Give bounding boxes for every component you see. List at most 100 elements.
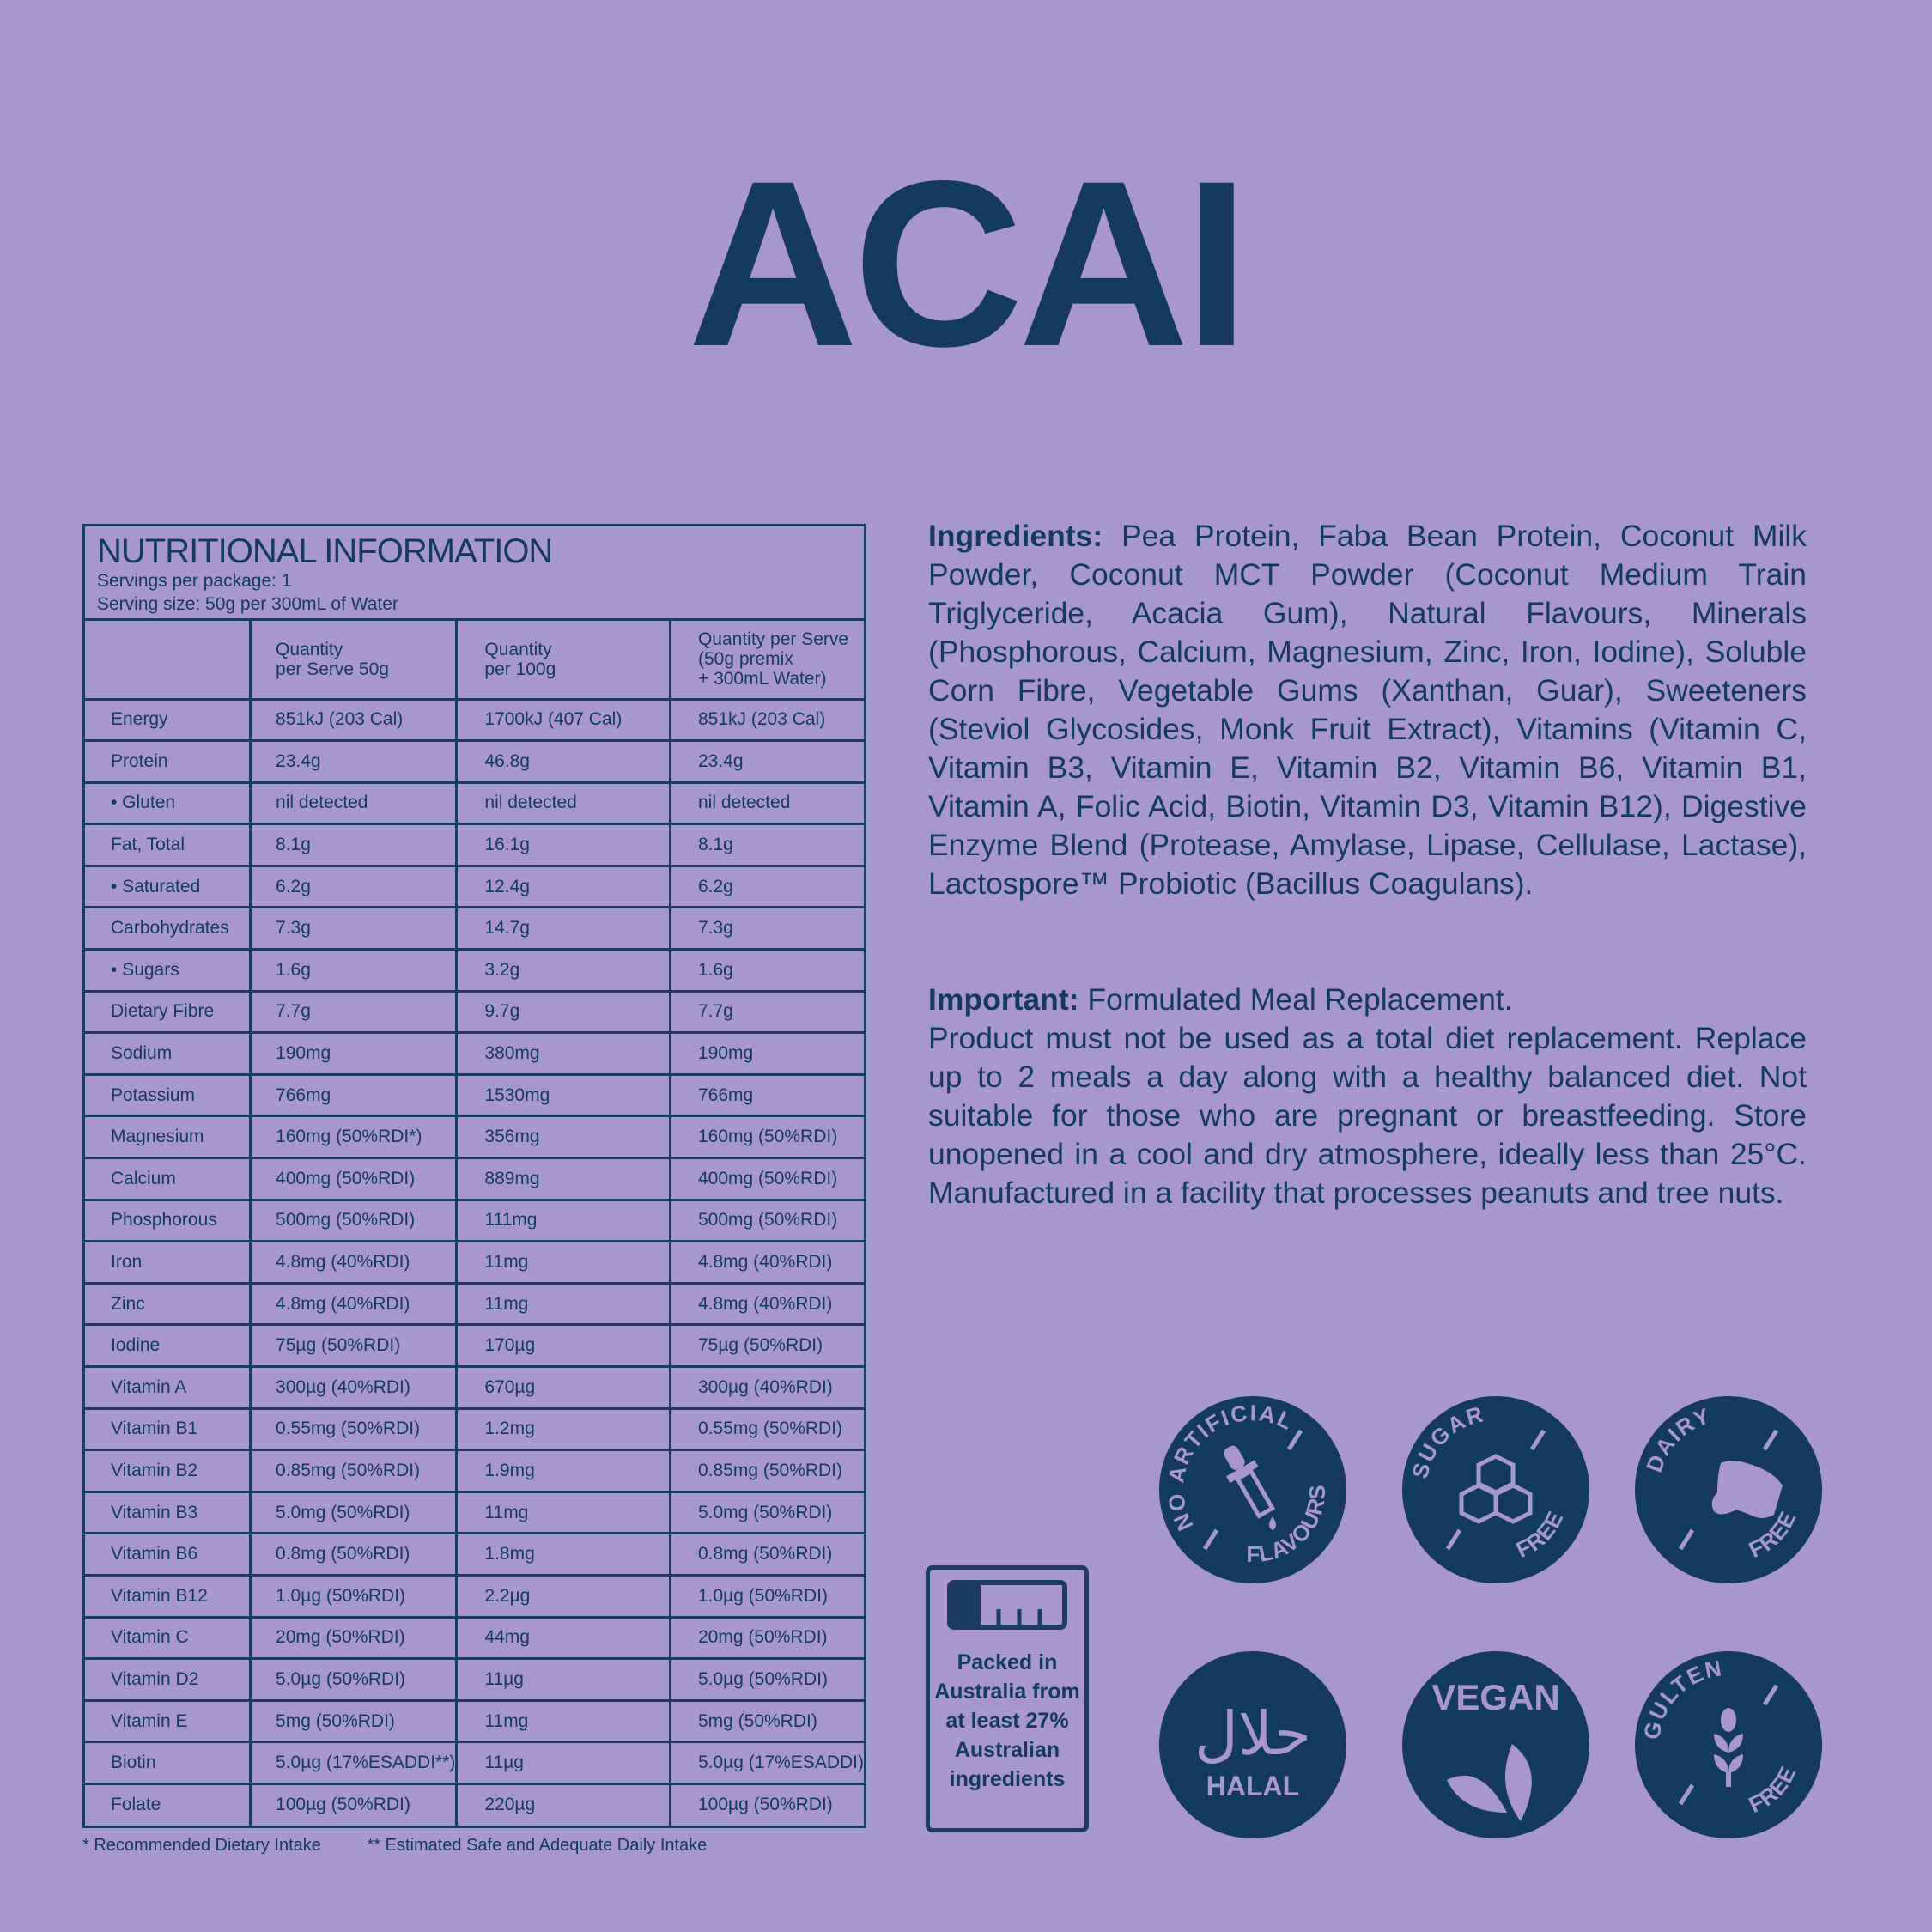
nutrient-name: Folate: [85, 1782, 252, 1826]
nutrient-name: • Sugars: [85, 948, 252, 993]
nutrient-name: • Gluten: [85, 781, 252, 826]
table-row: Fat, Total 8.1g 16.1g 8.1g: [85, 823, 864, 867]
sugar-cubes-icon: [1459, 1454, 1533, 1524]
table-row: Biotin 5.0µg (17%ESADDI**) 11µg 5.0µg (17%E…: [85, 1741, 864, 1785]
nutrient-value: 111mg: [455, 1198, 671, 1243]
nutrient-value: 220µg: [455, 1782, 671, 1826]
table-row: • Gluten nil detected nil detected nil dete…: [85, 781, 864, 826]
badge-gulten: GULTEN FREE: [1635, 1651, 1822, 1838]
table-row: Vitamin B6 0.8mg (50%RDI) 1.8mg 0.8mg (50%R…: [85, 1532, 864, 1577]
badge-no-artificial: NO ARTIFICIAL FLAVOURS: [1159, 1396, 1346, 1583]
table-row: Protein 23.4g 46.8g 23.4g: [85, 739, 864, 784]
nutrient-value: 11mg: [455, 1490, 671, 1535]
nutrition-table: Quantity per Serve 50g Quantity per 100g Q…: [85, 621, 864, 1826]
nutrient-value: 0.8mg (50%RDI): [668, 1532, 864, 1577]
nutrient-name: Protein: [85, 739, 252, 784]
nutrient-name: Vitamin C: [85, 1615, 252, 1661]
nutrient-value: 160mg (50%RDI): [668, 1115, 864, 1160]
table-row: Vitamin B3 5.0mg (50%RDI) 11mg 5.0mg (50%RD…: [85, 1490, 864, 1535]
badge-label: VEGAN: [1431, 1677, 1559, 1717]
dropper-icon: [1224, 1445, 1276, 1530]
nutrient-value: nil detected: [455, 781, 671, 826]
nutrient-value: 851kJ (203 Cal): [249, 697, 459, 743]
nutrient-value: 0.55mg (50%RDI): [668, 1406, 864, 1452]
footnote-rdi: * Recommended Dietary Intake: [82, 1836, 321, 1855]
nutrient-name: Vitamin D2: [85, 1657, 252, 1702]
nutrient-value: 11mg: [455, 1698, 671, 1744]
table-header-row: Quantity per Serve 50g Quantity per 100g Q…: [85, 621, 864, 701]
nutrient-value: 190mg: [249, 1031, 459, 1076]
nutrient-value: 5mg (50%RDI): [668, 1698, 864, 1744]
nutrient-value: 766mg: [249, 1072, 459, 1118]
nutrient-value: 23.4g: [668, 739, 864, 784]
leaves-icon: [1447, 1744, 1532, 1821]
nutrient-value: nil detected: [249, 781, 459, 826]
nutrient-value: 100µg (50%RDI): [249, 1782, 459, 1826]
australian-content-bar-icon: [947, 1580, 1067, 1630]
nutrient-value: 4.8mg (40%RDI): [249, 1281, 459, 1327]
table-row: Dietary Fibre 7.7g 9.7g 7.7g: [85, 989, 864, 1035]
nutrient-name: Carbohydrates: [85, 906, 252, 951]
badge-halal: حلال HALAL: [1159, 1651, 1346, 1838]
nutrient-name: Vitamin B6: [85, 1532, 252, 1577]
serving-size: Serving size: 50g per 300mL of Water: [97, 594, 398, 614]
table-row: Vitamin D2 5.0µg (50%RDI) 11µg 5.0µg (50%RD…: [85, 1657, 864, 1702]
nutrient-value: 0.55mg (50%RDI): [249, 1406, 459, 1452]
nutrient-value: 1.0µg (50%RDI): [668, 1573, 864, 1619]
nutrient-value: 3.2g: [455, 948, 671, 993]
nutrition-header: NUTRITIONAL INFORMATION Servings per pac…: [85, 526, 864, 621]
nutrient-value: 400mg (50%RDI): [668, 1157, 864, 1201]
nutrient-value: 0.85mg (50%RDI): [668, 1449, 864, 1493]
nutrition-panel: NUTRITIONAL INFORMATION Servings per pac…: [82, 524, 866, 1829]
cow-icon: [1711, 1461, 1783, 1518]
nutrient-value: 1700kJ (407 Cal): [455, 697, 671, 743]
nutrient-value: 75µg (50%RDI): [668, 1323, 864, 1368]
nutrient-value: 5mg (50%RDI): [249, 1698, 459, 1744]
nutrient-value: 4.8mg (40%RDI): [249, 1240, 459, 1285]
nutrient-value: 5.0µg (50%RDI): [668, 1657, 864, 1702]
nutrient-name: Vitamin B12: [85, 1573, 252, 1619]
nutrient-name: Vitamin E: [85, 1698, 252, 1744]
important-text: Important: Formulated Meal Replacement. P…: [928, 981, 1807, 1212]
nutrient-value: 20mg (50%RDI): [668, 1615, 864, 1661]
table-row: Vitamin A 300µg (40%RDI) 670µg 300µg (40%RD…: [85, 1365, 864, 1410]
nutrient-value: 170µg: [455, 1323, 671, 1368]
nutrient-value: 2.2µg: [455, 1573, 671, 1619]
nutrient-name: Sodium: [85, 1031, 252, 1076]
table-row: Carbohydrates 7.3g 14.7g 7.3g: [85, 906, 864, 951]
packed-in-australia-badge: Packed in Australia from at least 27% Au…: [926, 1565, 1089, 1832]
nutrient-value: 889mg: [455, 1157, 671, 1201]
badge-label: HALAL: [1206, 1771, 1299, 1801]
nutrient-value: 9.7g: [455, 989, 671, 1035]
nutrient-value: 46.8g: [455, 739, 671, 784]
nutrient-value: 44mg: [455, 1615, 671, 1661]
ingredients-text: Ingredients: Pea Protein, Faba Bean Prot…: [928, 517, 1807, 903]
halal-arabic: حلال: [1194, 1698, 1311, 1769]
nutrient-value: 356mg: [455, 1115, 671, 1160]
table-row: • Saturated 6.2g 12.4g 6.2g: [85, 864, 864, 909]
nutrient-value: 1.6g: [249, 948, 459, 993]
nutrient-name: Energy: [85, 697, 252, 743]
nutrient-name: Phosphorous: [85, 1198, 252, 1243]
nutrient-value: 300µg (40%RDI): [249, 1365, 459, 1410]
important-body: Product must not be used as a total diet…: [928, 1021, 1807, 1210]
nutrient-value: 8.1g: [668, 823, 864, 867]
nutrient-name: Biotin: [85, 1741, 252, 1785]
nutrient-value: 75µg (50%RDI): [249, 1323, 459, 1368]
nutrient-value: 7.7g: [249, 989, 459, 1035]
nutrient-value: 0.85mg (50%RDI): [249, 1449, 459, 1493]
nutrient-name: Vitamin B3: [85, 1490, 252, 1535]
nutrient-value: 23.4g: [249, 739, 459, 784]
table-row: Vitamin B2 0.85mg (50%RDI) 1.9mg 0.85mg (50…: [85, 1449, 864, 1493]
nutrient-value: nil detected: [668, 781, 864, 826]
column-header: Quantity per Serve (50g premix + 300mL W…: [668, 621, 864, 701]
product-title: ACAI: [687, 132, 1249, 396]
ingredients-list: Pea Protein, Faba Bean Protein, Coconut …: [928, 519, 1807, 901]
nutrient-value: 11mg: [455, 1240, 671, 1285]
nutrient-value: 11mg: [455, 1281, 671, 1327]
nutrient-name: Iron: [85, 1240, 252, 1285]
nutrient-value: 1.0µg (50%RDI): [249, 1573, 459, 1619]
nutrient-value: 670µg: [455, 1365, 671, 1410]
nutrient-name: Zinc: [85, 1281, 252, 1327]
nutrient-value: 1.6g: [668, 948, 864, 993]
